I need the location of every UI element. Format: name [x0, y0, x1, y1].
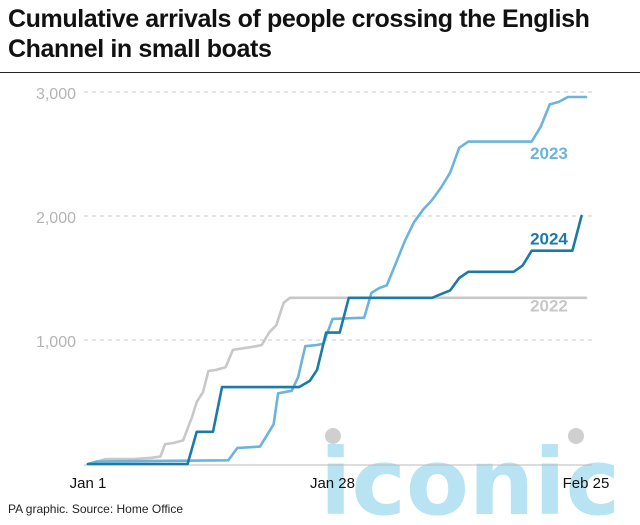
x-tick-label: Jan 28 [310, 475, 355, 492]
y-tick-label: 1,000 [36, 334, 76, 351]
series-line-2024 [86, 214, 583, 466]
title-divider [0, 72, 640, 73]
watermark-dot-left [325, 428, 341, 444]
series-line-2022 [86, 296, 588, 466]
x-tick-label: Jan 1 [70, 475, 107, 492]
iconic-watermark: iconic [320, 428, 620, 525]
chart-title: Cumulative arrivals of people crossing t… [8, 5, 590, 63]
footer-credit: PA graphic. [8, 502, 69, 516]
watermark-text: iconic [320, 429, 620, 525]
axes: 1,000 2,000 3,000 Jan 1 Jan 28 Feb 25 [36, 86, 609, 492]
watermark-dot-right [568, 428, 584, 444]
footer: PA graphic. Source: Home Office [8, 502, 183, 516]
x-tick-label: Feb 25 [563, 475, 610, 492]
series-label-2023: 2023 [530, 144, 568, 163]
footer-source: Source: Home Office [71, 502, 183, 516]
y-tick-label: 3,000 [36, 86, 76, 103]
series-labels: 2022 2023 2024 [530, 144, 568, 316]
y-tick-label: 2,000 [36, 210, 76, 227]
series-lines [86, 95, 588, 466]
gridlines [84, 91, 592, 341]
series-label-2022: 2022 [530, 296, 568, 315]
series-label-2024: 2024 [530, 230, 568, 249]
series-line-2023 [86, 95, 588, 466]
